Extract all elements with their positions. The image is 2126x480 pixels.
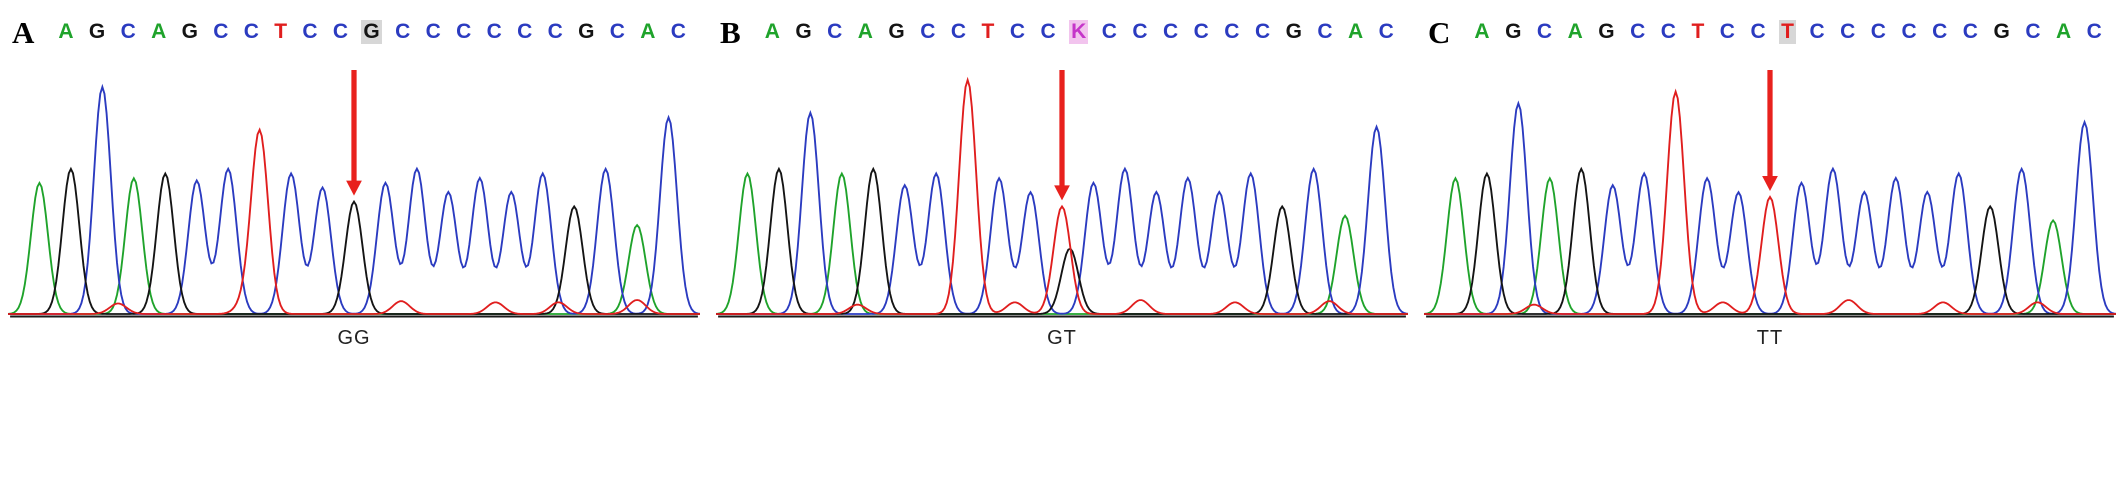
sequence-base: C xyxy=(332,19,349,43)
sequence-base: A xyxy=(58,19,74,43)
sequence-base: C xyxy=(1932,19,1948,43)
sequence-base: C xyxy=(1870,19,1886,43)
sequence-base: C xyxy=(213,19,229,43)
sequence-base: C xyxy=(920,19,936,43)
sequence-base: C xyxy=(395,19,411,43)
sequence-base: A xyxy=(1474,19,1490,43)
sequence-base: C xyxy=(1962,19,1978,43)
sequence-base: C xyxy=(425,19,441,43)
trace-G xyxy=(1424,166,2116,315)
sequence-base: T xyxy=(1779,19,1796,45)
panel-label: A xyxy=(12,14,35,50)
sequence-base: T xyxy=(981,19,995,43)
panel-label: C xyxy=(1428,14,1451,50)
sequence-base: C xyxy=(670,19,686,43)
genotype-label: TT xyxy=(1756,327,1784,349)
sequence-base: G xyxy=(1598,19,1615,43)
genotype-label: GT xyxy=(1047,327,1077,349)
sequence-base: A xyxy=(640,19,656,43)
sequence-base: T xyxy=(1691,19,1705,43)
sequence-base: G xyxy=(181,19,198,43)
chromatogram-wrap xyxy=(716,54,1408,326)
sequence-base: C xyxy=(1901,19,1917,43)
sequence-base: C xyxy=(486,19,502,43)
sequence-base: C xyxy=(456,19,472,43)
sequence-base: G xyxy=(361,19,382,45)
sequence-base: G xyxy=(1285,19,1302,43)
chromatogram xyxy=(8,70,700,318)
sequence-base: C xyxy=(1630,19,1646,43)
sequence-base: A xyxy=(151,19,167,43)
sequence-base: A xyxy=(2055,19,2072,43)
sequence-base: C xyxy=(1224,19,1240,43)
sequence-base: C xyxy=(2025,19,2041,43)
sequence-base: C xyxy=(1254,19,1271,43)
sequence-base: C xyxy=(302,19,318,43)
sequence-base: C xyxy=(609,19,625,43)
sequence-base: C xyxy=(1132,19,1148,43)
sequence-base: C xyxy=(1317,19,1333,43)
sequence-base: C xyxy=(1101,19,1117,43)
sequence-base: C xyxy=(1660,19,1676,43)
sequence-base: A xyxy=(764,19,780,43)
sequence-base: C xyxy=(827,19,843,43)
sequence-base: G xyxy=(1505,19,1522,43)
trace-C xyxy=(716,109,1408,315)
sequence-base: G xyxy=(888,19,905,43)
genotype-label: GG xyxy=(337,327,371,349)
panel-label: B xyxy=(720,14,741,50)
sequence-base: C xyxy=(1536,19,1553,43)
sequence-base: C xyxy=(120,19,136,43)
sequence-base: A xyxy=(857,19,873,43)
trace-T xyxy=(716,76,1408,315)
chromatogram-wrap xyxy=(1424,54,2116,326)
sequence-base: C xyxy=(243,19,259,43)
sequence-base: C xyxy=(547,19,563,43)
sequence-base: C xyxy=(1009,19,1025,43)
trace-T xyxy=(1424,88,2116,315)
sequence-base: C xyxy=(1378,19,1394,43)
sequence-base: C xyxy=(1163,19,1179,43)
sequence-base: A xyxy=(1567,19,1583,43)
sequence-base: C xyxy=(1193,19,1209,43)
sequence-base: C xyxy=(2086,19,2102,43)
variant-arrow-head xyxy=(1762,176,1778,191)
sequence-base: G xyxy=(795,19,812,43)
sequence-base: C xyxy=(1040,19,1056,43)
sequence-base: K xyxy=(1069,19,1089,45)
sequence-base: C xyxy=(1809,19,1825,43)
variant-arrow-head xyxy=(1054,185,1070,201)
chromatogram-wrap xyxy=(8,54,700,326)
sequence-base: C xyxy=(1719,19,1735,43)
sequence-base: C xyxy=(1750,19,1766,43)
sequence-base: A xyxy=(1348,19,1364,43)
trace-T xyxy=(8,127,700,315)
sequence-base: C xyxy=(517,19,533,43)
sequence-base: G xyxy=(88,19,106,43)
chromatogram xyxy=(1424,70,2116,318)
sequence-base: C xyxy=(1840,19,1856,43)
sequence-base: G xyxy=(1993,19,2010,43)
sequence-base: C xyxy=(950,19,967,43)
sequence-base: T xyxy=(274,19,288,43)
chromatogram xyxy=(716,70,1408,318)
trace-G xyxy=(8,166,700,315)
sequence-base: G xyxy=(578,19,595,43)
variant-arrow-head xyxy=(346,180,362,196)
